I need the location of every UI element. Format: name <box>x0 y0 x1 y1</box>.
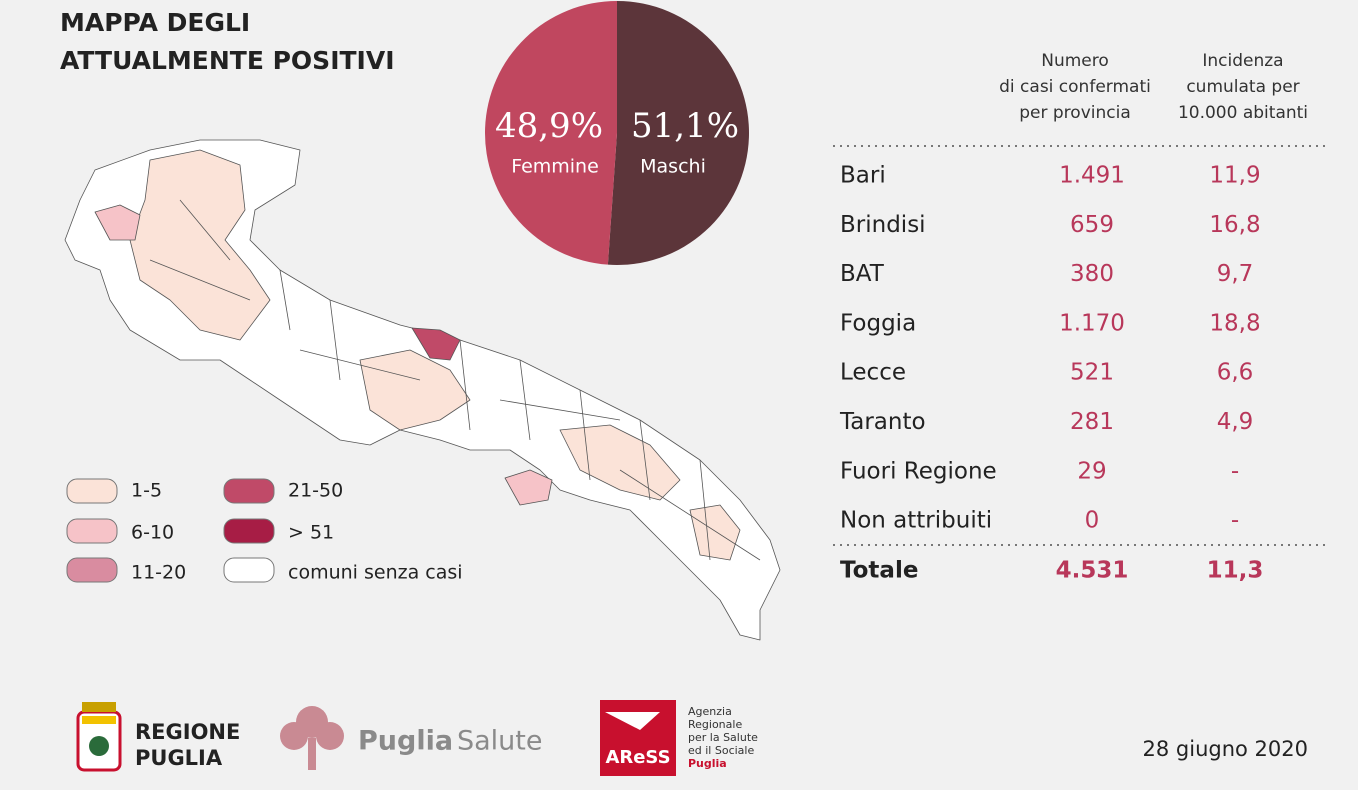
title: MAPPA DEGLI <box>60 8 250 37</box>
cell-value: 16,8 <box>1209 212 1260 238</box>
pie-category-label: Femmine <box>511 156 599 178</box>
pie-category-label: Maschi <box>640 156 706 178</box>
column-header: di casi confermati <box>999 77 1151 97</box>
cell-value: 29 <box>1077 458 1106 484</box>
cell-value: 6,6 <box>1217 360 1254 386</box>
area <box>359 349 471 431</box>
date: 28 giugno 2020 <box>1143 737 1308 761</box>
cell-value: 659 <box>1070 212 1114 238</box>
puglia-salute-text: Salute <box>457 726 543 757</box>
pie-value-label: 48,9% <box>495 106 603 146</box>
regione-text: PUGLIA <box>135 746 223 770</box>
regione-text: REGIONE <box>135 720 240 744</box>
legend-swatch <box>66 557 118 583</box>
cell-value: 11,9 <box>1209 163 1260 189</box>
legend-label: 11-20 <box>131 562 186 584</box>
row-label: Lecce <box>840 360 906 386</box>
map <box>64 139 781 641</box>
column-header: cumulata per <box>1186 77 1299 97</box>
aress-desc: per la Salute <box>688 731 758 744</box>
area <box>411 327 461 361</box>
footer: REGIONE PUGLIA Puglia Salute AReSS Agenz… <box>76 700 1308 776</box>
area <box>689 504 741 561</box>
title: ATTUALMENTE POSITIVI <box>60 46 395 75</box>
aress-desc: Puglia <box>688 757 727 770</box>
pie-chart: 48,9% Femmine 51,1% Maschi <box>485 1 750 265</box>
cell-value: 18,8 <box>1209 310 1260 336</box>
row-label: Taranto <box>839 409 926 435</box>
regione-logo <box>76 702 122 772</box>
pie-value-label: 51,1% <box>631 106 739 146</box>
row-label: Bari <box>840 163 886 189</box>
cell-value: 1.170 <box>1059 310 1125 336</box>
aress-logo-mark <box>605 712 660 730</box>
cell-value: - <box>1231 458 1239 484</box>
aress-desc: Regionale <box>688 718 742 731</box>
legend-swatch <box>223 518 275 544</box>
legend-label: 6-10 <box>131 522 174 544</box>
pie-slice <box>485 1 617 265</box>
cell-value: - <box>1231 508 1239 534</box>
legend-label: > 51 <box>288 522 334 544</box>
legend-swatch <box>66 478 118 504</box>
total-label: Totale <box>840 558 918 584</box>
row-label: BAT <box>840 261 885 287</box>
borders <box>149 199 761 561</box>
column-header: Numero <box>1041 51 1109 71</box>
cell-value: 9,7 <box>1217 261 1254 287</box>
row-label: Foggia <box>840 310 916 336</box>
legend-label: comuni senza casi <box>288 562 463 584</box>
puglia-salute-text: Puglia <box>358 726 453 757</box>
column-header: 10.000 abitanti <box>1178 103 1308 123</box>
pie-slice <box>607 1 750 265</box>
total-value: 11,3 <box>1207 558 1264 584</box>
row-label: Brindisi <box>840 212 926 238</box>
cell-value: 0 <box>1085 508 1100 534</box>
column-header: Incidenza <box>1202 51 1283 71</box>
cell-value: 281 <box>1070 409 1114 435</box>
legend <box>66 478 275 583</box>
area <box>129 149 271 341</box>
column-header: per provincia <box>1019 103 1131 123</box>
aress-text: AReSS <box>605 747 670 768</box>
cell-value: 4,9 <box>1217 409 1254 435</box>
legend-swatch <box>223 557 275 583</box>
area <box>559 424 681 501</box>
legend-label: 1-5 <box>131 480 162 502</box>
aress-desc: Agenzia <box>688 705 732 718</box>
cell-value: 380 <box>1070 261 1114 287</box>
legend-swatch <box>223 478 275 504</box>
area <box>504 469 553 506</box>
legend-swatch <box>66 518 118 544</box>
area <box>94 204 141 241</box>
legend-label: 21-50 <box>288 480 343 502</box>
puglia-salute-logo <box>280 706 344 770</box>
row-label: Fuori Regione <box>840 458 997 484</box>
table: Numero di casi confermati per provincia Inc… <box>833 51 1325 584</box>
cell-value: 1.491 <box>1059 163 1125 189</box>
aress-desc: ed il Sociale <box>688 744 754 757</box>
total-value: 4.531 <box>1056 558 1129 584</box>
row-label: Non attribuiti <box>840 508 992 534</box>
cell-value: 521 <box>1070 360 1114 386</box>
